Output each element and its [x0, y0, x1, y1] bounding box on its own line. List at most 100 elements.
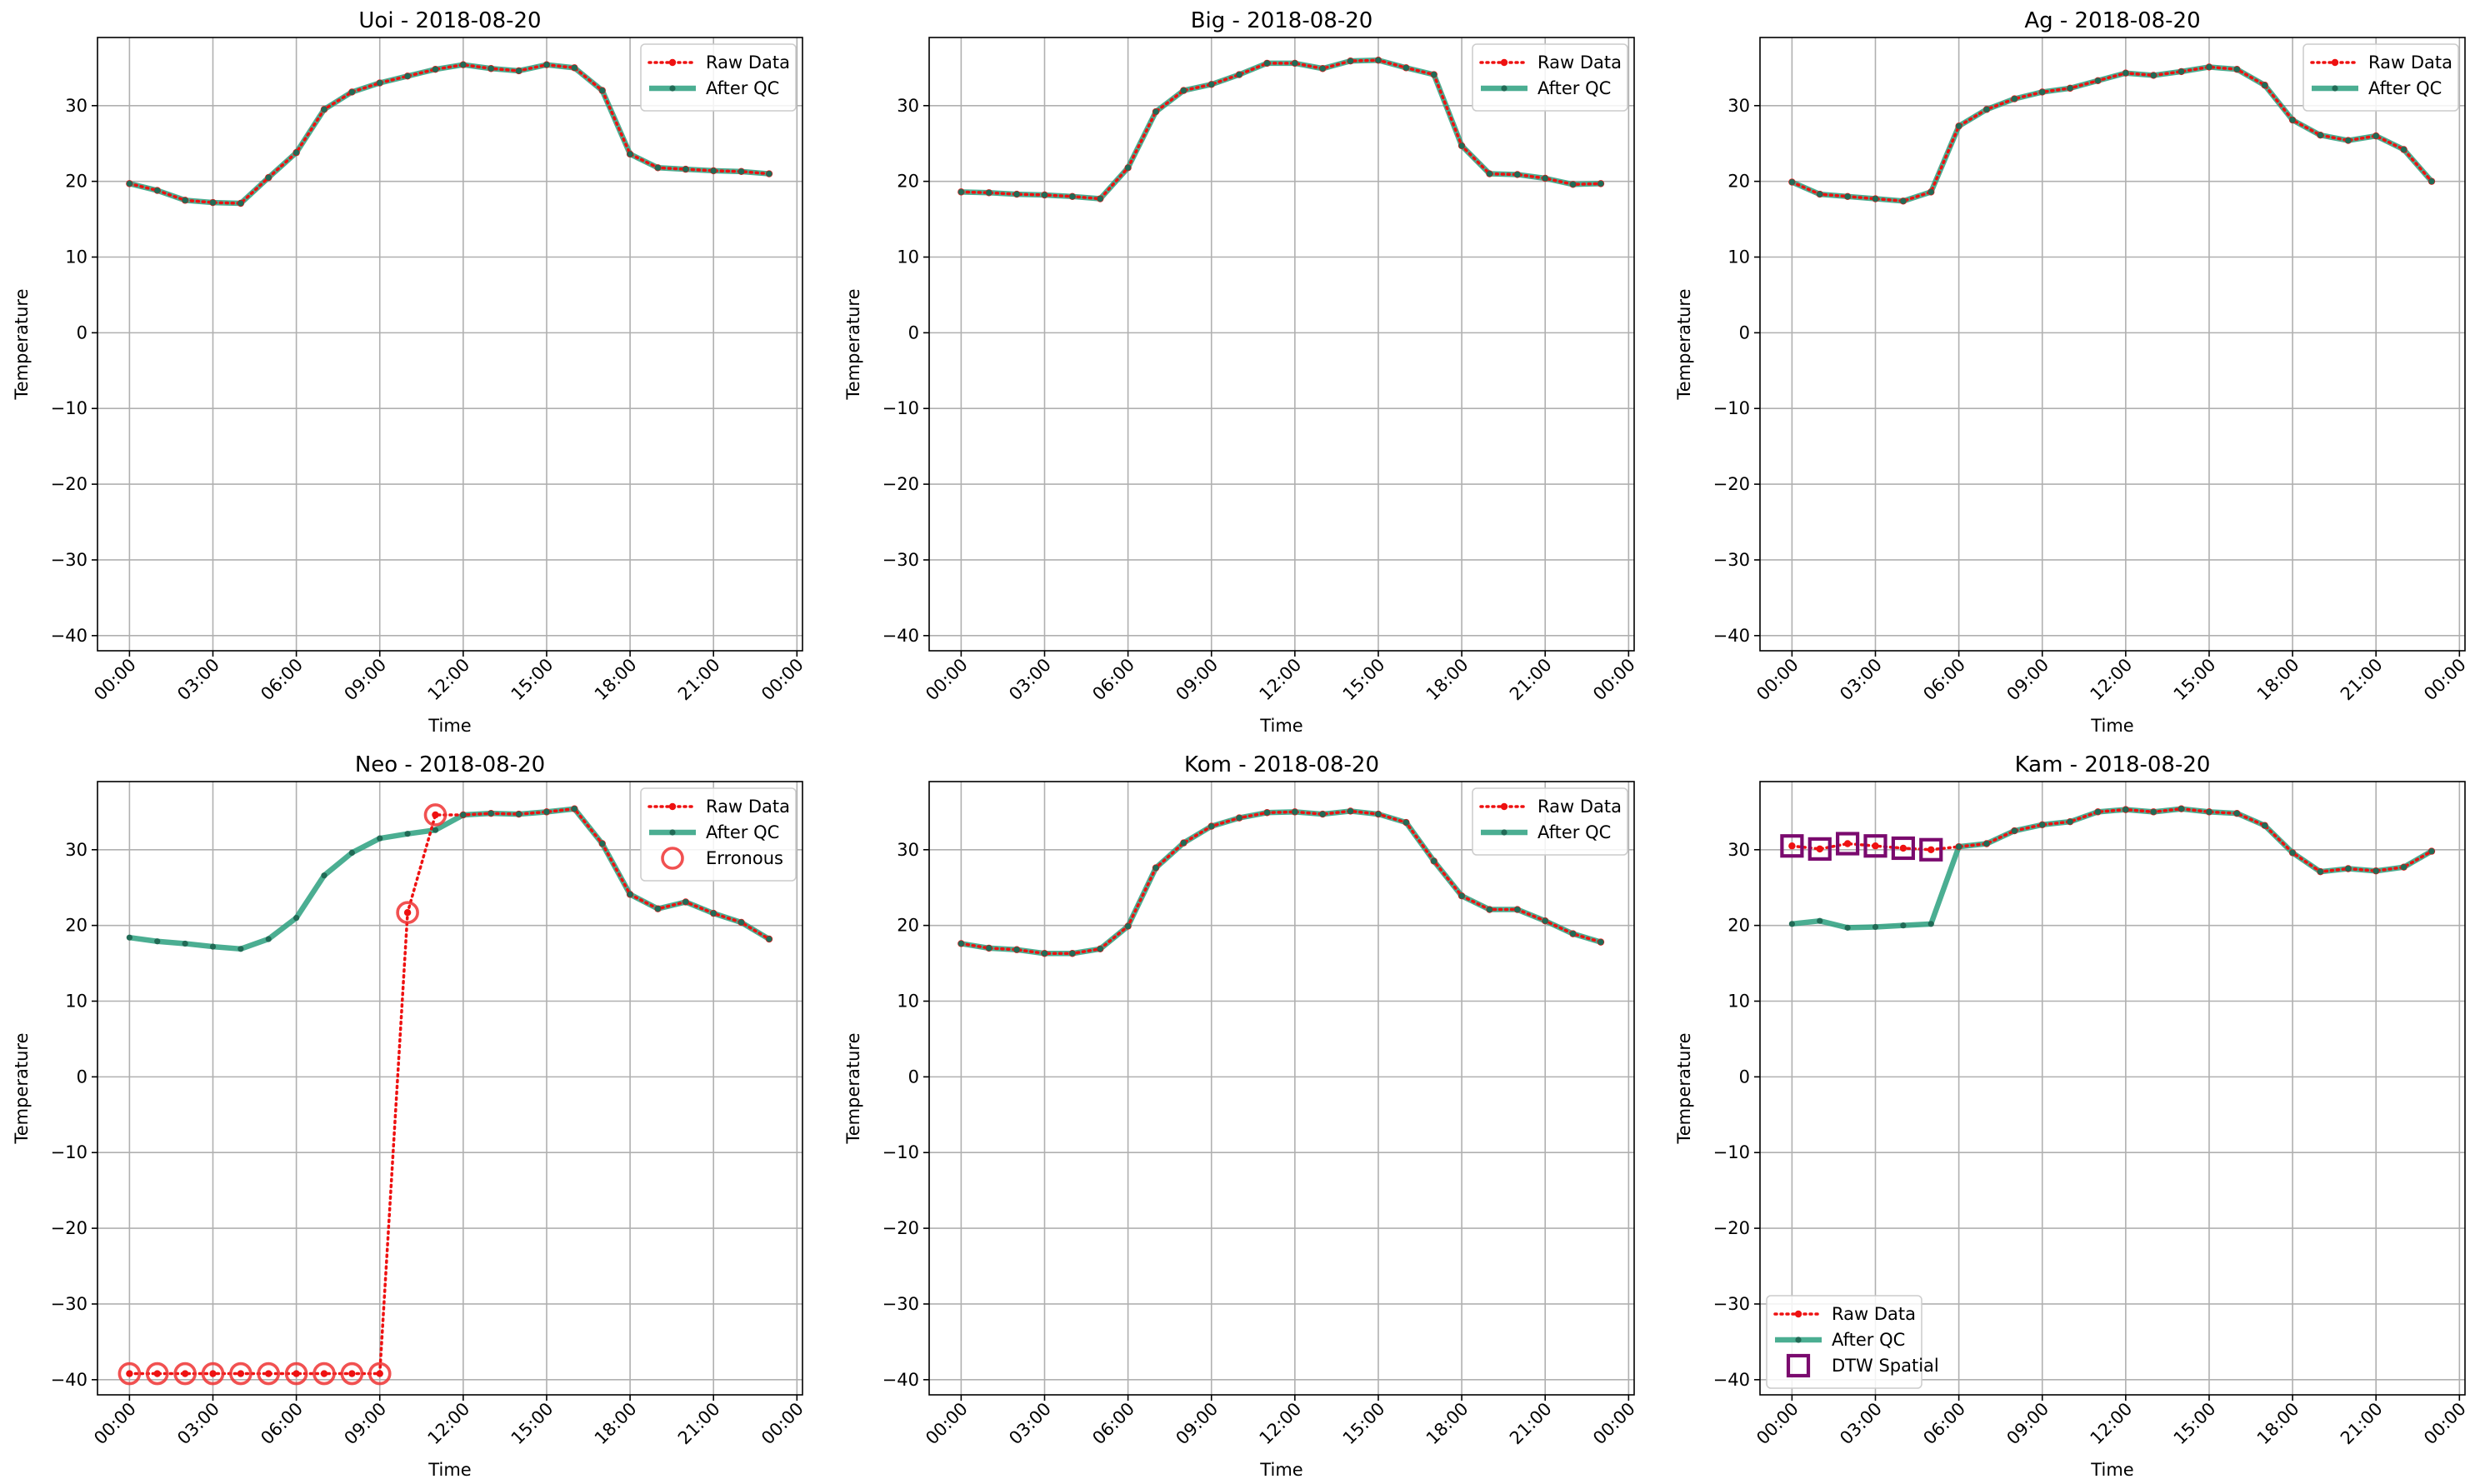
chart-title: Kom - 2018-08-20: [1184, 752, 1379, 777]
after-qc-point: [2039, 88, 2046, 96]
raw-data-point: [126, 1370, 133, 1377]
y-tick-label: −20: [1713, 1218, 1750, 1238]
x-tick-label: 03:00: [1005, 655, 1055, 705]
legend: Raw Data After QC: [640, 43, 797, 112]
y-axis-label: Temperature: [843, 288, 863, 400]
after-qc-point: [182, 940, 188, 947]
x-tick-label: 00:00: [758, 655, 808, 705]
after-qc-point: [543, 62, 550, 68]
y-tick-label: 20: [897, 916, 919, 936]
y-tick-label: −20: [882, 1218, 919, 1238]
x-tick-label: 00:00: [922, 1399, 972, 1449]
y-tick-label: 10: [65, 247, 88, 267]
after-qc-point: [293, 914, 300, 922]
after-qc-point: [1236, 71, 1242, 78]
after-qc-point: [2178, 806, 2185, 812]
x-tick-label: 18:00: [2253, 1399, 2303, 1449]
y-tick-label: −20: [51, 474, 88, 494]
y-tick-label: 0: [908, 322, 919, 342]
chart-title: Big - 2018-08-20: [1191, 8, 1373, 33]
x-tick-label: 00:00: [2420, 1399, 2470, 1449]
after-qc-point: [1319, 65, 1326, 72]
y-tick-label: −40: [882, 1370, 919, 1390]
after-qc-point: [682, 166, 689, 172]
erroneous-marker: [173, 1362, 197, 1386]
legend-label: Erronous: [706, 848, 783, 868]
axes-frame: [928, 37, 1635, 652]
raw-data-point: [1872, 842, 1879, 850]
erroneous-marker: [396, 901, 419, 924]
legend: Raw Data After QC Erronous: [640, 787, 797, 882]
axes-frame: [928, 781, 1635, 1396]
after-qc-point: [2428, 178, 2435, 185]
after-qc-point: [2094, 808, 2102, 815]
y-tick-label: −30: [51, 1294, 88, 1314]
x-tick-label: 06:00: [257, 1399, 307, 1449]
y-tick-label: −10: [882, 398, 919, 418]
after-qc-point: [2206, 808, 2212, 815]
x-tick-label: 18:00: [591, 655, 641, 705]
after-qc-point: [2206, 63, 2212, 71]
after-qc-point: [377, 79, 383, 87]
after-qc-point: [1013, 191, 1020, 197]
after-qc-point: [2428, 847, 2435, 855]
y-tick-label: 0: [77, 322, 88, 342]
after-qc-point: [1347, 57, 1354, 64]
legend: Raw Data After QC: [2302, 43, 2459, 112]
y-tick-label: −40: [1713, 1370, 1750, 1390]
raw-data-point: [292, 1370, 300, 1377]
after-qc-point: [1900, 197, 1907, 204]
legend-label: Raw Data: [1832, 1304, 1916, 1324]
dtw-spatial-marker: [1891, 836, 1915, 861]
after-qc-point: [1263, 809, 1271, 816]
after-qc-point: [571, 806, 578, 812]
chart-panel-2: −40 −30 −20 −10 0 10 20 30 00:00 03:00 06:00 09:00 1…: [843, 8, 1639, 736]
chart-title: Neo - 2018-08-20: [355, 752, 545, 777]
after-qc-point: [154, 938, 161, 945]
after-qc-point: [209, 943, 217, 950]
legend-label: Raw Data: [1538, 797, 1622, 817]
after-qc-point: [321, 106, 328, 112]
legend-label: After QC: [706, 78, 779, 98]
x-tick-label: 00:00: [2420, 655, 2470, 705]
x-tick-label: 15:00: [1339, 1399, 1389, 1449]
axes-frame: [1759, 37, 2466, 652]
after-qc-point: [2289, 849, 2296, 857]
after-qc-point: [238, 200, 244, 207]
after-qc-point: [2011, 827, 2018, 834]
legend-dtw-swatch: [1786, 1353, 1811, 1378]
y-tick-label: 30: [897, 96, 919, 116]
y-tick-label: −20: [882, 474, 919, 494]
after-qc-point: [1569, 181, 1577, 187]
after-qc-point: [2372, 132, 2379, 139]
x-axis-label: Time: [2090, 716, 2133, 736]
after-qc-point: [515, 67, 522, 74]
x-tick-label: 21:00: [674, 655, 724, 705]
after-qc-point: [1956, 843, 1962, 850]
after-qc-point: [2262, 82, 2268, 88]
y-tick-label: −30: [882, 1294, 919, 1314]
dtw-spatial-marker: [1863, 834, 1888, 858]
raw-data-point: [348, 1370, 356, 1377]
y-tick-label: 20: [897, 172, 919, 192]
after-qc-point: [1097, 195, 1103, 202]
after-qc-point: [1069, 193, 1076, 200]
after-qc-point: [1236, 815, 1242, 822]
legend-label: After QC: [1832, 1330, 1905, 1350]
y-tick-label: 20: [65, 916, 88, 936]
y-tick-label: 0: [1739, 322, 1750, 342]
erroneous-marker: [340, 1362, 364, 1386]
raw-data-point: [1928, 846, 1935, 853]
after-qc-point: [654, 164, 662, 171]
axes-frame: [97, 37, 803, 652]
x-tick-label: 15:00: [508, 1399, 558, 1449]
after-qc-point: [1817, 917, 1823, 924]
after-qc-point: [1292, 808, 1298, 815]
raw-data-point: [376, 1370, 383, 1377]
x-tick-label: 18:00: [591, 1399, 641, 1449]
x-tick-label: 09:00: [1172, 655, 1222, 705]
y-tick-label: 10: [897, 247, 919, 267]
after-qc-point: [126, 180, 132, 187]
after-qc-point: [1431, 857, 1438, 865]
legend-label: Raw Data: [2368, 52, 2452, 72]
